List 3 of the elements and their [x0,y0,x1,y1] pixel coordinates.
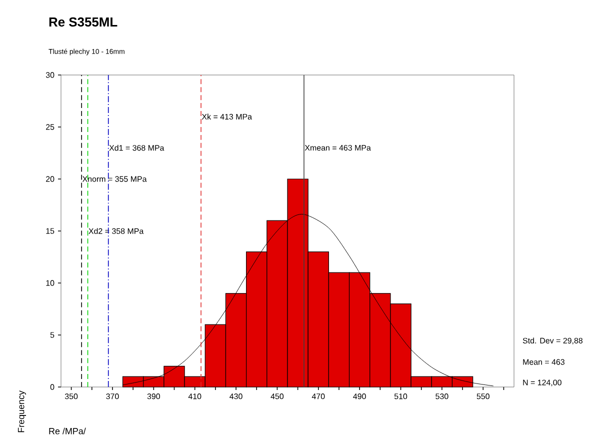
chart-title: Re S355ML [49,17,118,27]
x-axis-title: Re /MPa/ [49,428,86,434]
y-axis-title: Frequency [18,390,26,432]
